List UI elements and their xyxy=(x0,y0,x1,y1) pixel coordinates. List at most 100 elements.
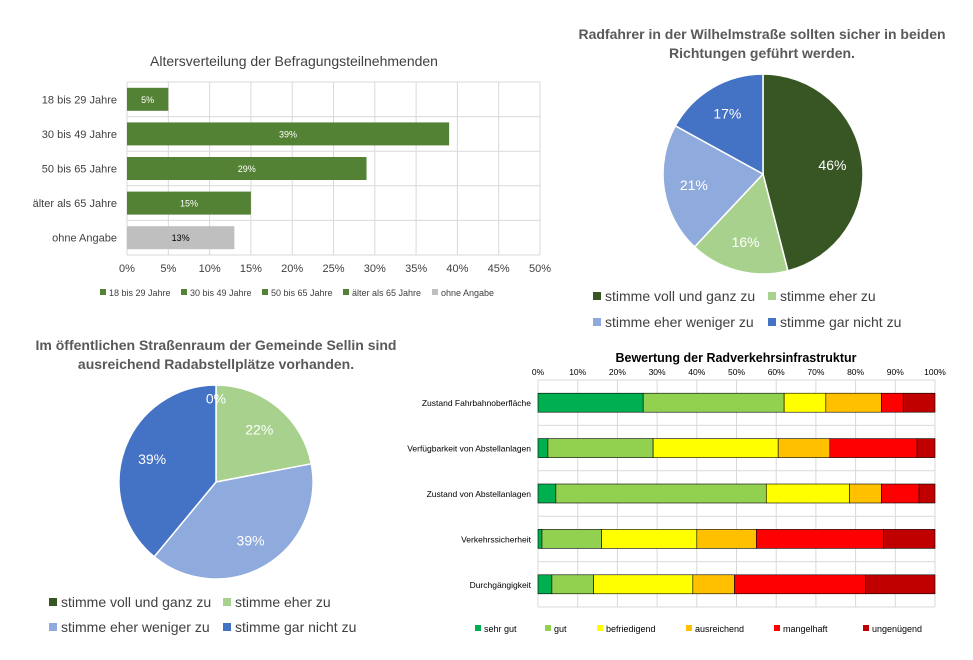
wilhelmstrasse-chart-title-line-1: Radfahrer in der Wilhelmstraße sollten s… xyxy=(578,26,945,42)
rating-chart-segment xyxy=(537,574,553,595)
rating-chart-segment xyxy=(756,529,884,549)
rating-chart-segment xyxy=(537,483,557,504)
age-chart-category-label: 18 bis 29 Jahre xyxy=(42,94,117,106)
rating-chart-segment xyxy=(537,438,549,458)
rating-chart-segment xyxy=(765,483,850,504)
rating-chart-x-tick-label: 70% xyxy=(807,367,824,377)
rating-chart-legend-label: sehr gut xyxy=(484,624,517,634)
rating-chart-segment xyxy=(601,529,698,549)
sellin-pie-legend-swatch xyxy=(49,623,57,631)
age-chart-bar xyxy=(127,87,169,111)
rating-chart-legend-swatch xyxy=(863,625,869,631)
sellin-pie-legend-label: stimme eher weniger zu xyxy=(61,619,210,635)
rating-chart-title: Bewertung der Radverkehrsinfrastruktur xyxy=(615,351,856,365)
age-chart-legend-label: 18 bis 29 Jahre xyxy=(109,288,171,298)
age-chart-x-tick-label: 50% xyxy=(529,263,551,275)
wilhelmstrasse-pie-legend-label: stimme voll und ganz zu xyxy=(605,288,755,304)
age-chart-bar xyxy=(127,122,450,146)
rating-chart-x-tick-label: 40% xyxy=(688,367,705,377)
rating-chart-x-tick-label: 30% xyxy=(649,367,666,377)
age-chart-bar xyxy=(127,226,235,250)
wilhelmstrasse-pie-legend-label: stimme eher weniger zu xyxy=(605,314,754,330)
wilhelmstrasse-pie-legend-label: stimme eher zu xyxy=(780,288,876,304)
age-chart-legend-label: 30 bis 49 Jahre xyxy=(190,288,252,298)
rating-chart-category-label: Zustand von Abstellanlagen xyxy=(427,489,532,499)
wilhelmstrasse-pie-slice-label: 46% xyxy=(818,157,846,173)
age-chart-legend-label: 50 bis 65 Jahre xyxy=(271,288,333,298)
sellin-pie-slice-label: 39% xyxy=(138,451,166,467)
rating-chart-x-tick-label: 0% xyxy=(532,367,545,377)
rating-chart-segment xyxy=(652,438,779,458)
rating-chart-segment xyxy=(642,392,785,413)
rating-chart-segment xyxy=(902,392,936,413)
age-chart-data-label: 15% xyxy=(180,199,198,209)
wilhelmstrasse-pie-legend-swatch xyxy=(593,292,601,300)
age-chart-data-label: 13% xyxy=(172,233,190,243)
age-distribution-chart: Altersverteilung der Befragungsteilnehme… xyxy=(33,53,552,298)
sellin-chart-title-line-2: ausreichend Radabstellplätze vorhanden. xyxy=(78,356,354,372)
rating-chart-x-tick-label: 80% xyxy=(847,367,864,377)
sellin-pie-slice xyxy=(153,462,314,580)
age-chart-x-tick-label: 45% xyxy=(488,263,510,275)
age-chart-x-tick-label: 5% xyxy=(160,263,176,275)
rating-chart-segment xyxy=(547,438,654,458)
rating-chart-legend-label: gut xyxy=(554,624,567,634)
rating-chart-category-label: Verkehrssicherheit xyxy=(461,534,532,544)
wilhelmstrasse-pie-legend-swatch xyxy=(768,318,776,326)
age-chart-x-tick-label: 25% xyxy=(322,263,344,275)
age-chart-legend-label: ohne Angabe xyxy=(441,288,494,298)
sellin-pie-legend-label: stimme voll und ganz zu xyxy=(61,594,211,610)
age-chart-category-label: 30 bis 49 Jahre xyxy=(42,129,117,141)
rating-chart-segment xyxy=(734,574,866,595)
age-chart-legend-label: älter als 65 Jahre xyxy=(352,288,421,298)
sellin-pie-slice-label: 22% xyxy=(245,422,273,438)
rating-chart-category-label: Durchgängigkeit xyxy=(470,580,532,590)
age-chart-legend-swatch xyxy=(181,289,187,295)
rating-chart-segment xyxy=(551,574,594,595)
age-chart-bar xyxy=(127,157,367,180)
age-chart-legend-swatch xyxy=(100,289,106,295)
wilhelmstrasse-pie-slice-label: 16% xyxy=(732,234,760,250)
age-chart-data-label: 39% xyxy=(279,129,297,139)
age-chart-title: Altersverteilung der Befragungsteilnehme… xyxy=(150,53,438,69)
wilhelmstrasse-chart-title-line-2: Richtungen geführt werden. xyxy=(669,45,855,61)
sellin-pie-slice-label: 0% xyxy=(206,391,226,407)
rating-chart-legend-label: mangelhaft xyxy=(783,624,828,634)
rating-chart-segment xyxy=(541,529,602,549)
sellin-pie-legend-label: stimme gar nicht zu xyxy=(235,619,356,635)
infrastructure-rating-chart: Bewertung der Radverkehrsinfrastruktur 0… xyxy=(407,351,946,634)
age-chart-category-label: älter als 65 Jahre xyxy=(33,198,117,210)
age-chart-data-label: 5% xyxy=(141,95,154,105)
sellin-chart-title-line-1: Im öffentlichen Straßenraum der Gemeinde… xyxy=(36,337,397,353)
rating-chart-segment xyxy=(881,483,920,504)
rating-chart-category-label: Verfügbarkeit von Abstellanlagen xyxy=(407,444,531,454)
rating-chart-legend-swatch xyxy=(545,625,551,631)
rating-chart-x-tick-label: 10% xyxy=(569,367,586,377)
wilhelmstrasse-pie-slice xyxy=(762,73,864,272)
wilhelmstrasse-pie-slice xyxy=(674,73,764,176)
age-chart-x-tick-label: 40% xyxy=(446,263,468,275)
age-chart-category-label: ohne Angabe xyxy=(52,233,117,245)
rating-chart-segment xyxy=(883,529,936,549)
rating-chart-segment xyxy=(865,574,936,595)
rating-chart-segment xyxy=(829,438,918,458)
rating-chart-legend-swatch xyxy=(475,625,481,631)
rating-chart-legend-swatch xyxy=(597,625,603,631)
rating-chart-segment xyxy=(881,392,904,413)
rating-chart-segment xyxy=(825,392,882,413)
age-chart-x-tick-label: 35% xyxy=(405,263,427,275)
rating-chart-segment xyxy=(696,529,757,549)
rating-chart-x-tick-label: 90% xyxy=(887,367,904,377)
rating-chart-segment xyxy=(783,392,827,413)
sellin-pie-legend-label: stimme eher zu xyxy=(235,594,331,610)
rating-chart-legend-label: ungenügend xyxy=(872,624,922,634)
rating-chart-segment xyxy=(777,438,831,458)
wilhelmstrasse-pie-slice xyxy=(693,172,789,275)
age-chart-bar xyxy=(127,191,251,215)
age-chart-legend-swatch xyxy=(262,289,268,295)
rating-chart-x-tick-label: 20% xyxy=(609,367,626,377)
age-chart-x-tick-label: 30% xyxy=(364,263,386,275)
sellin-pie-legend-swatch xyxy=(49,598,57,606)
rating-chart-legend-swatch xyxy=(774,625,780,631)
age-chart-x-tick-label: 10% xyxy=(199,263,221,275)
